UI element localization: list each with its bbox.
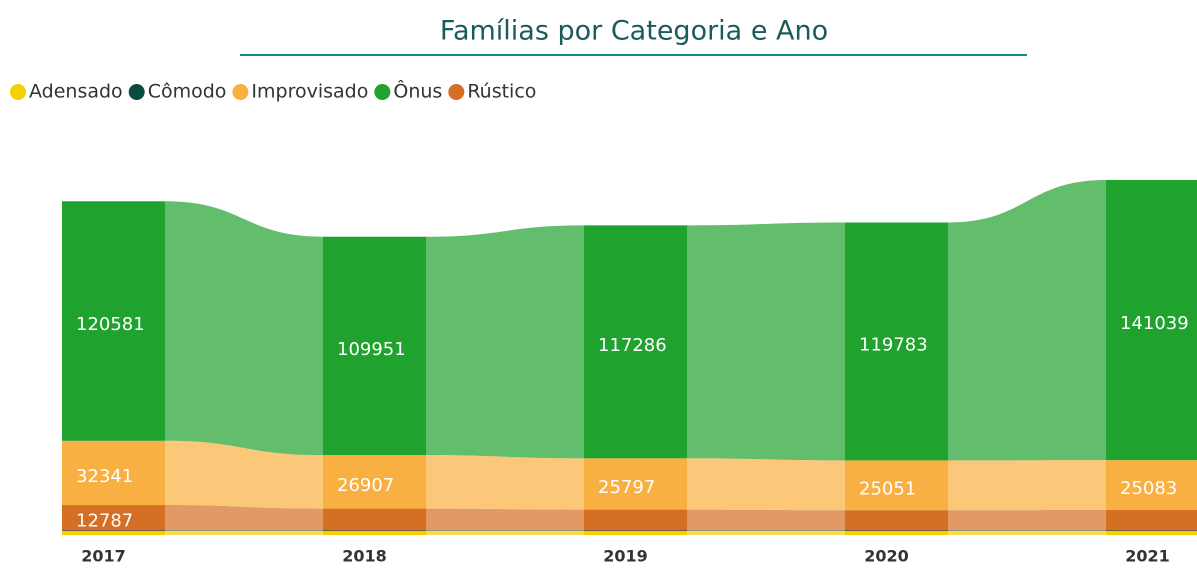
data-label: 25083: [1120, 478, 1177, 499]
x-tick-label: 2017: [81, 547, 126, 566]
legend-marker: [128, 84, 145, 100]
bar-segment: [323, 508, 426, 531]
ribbon: [948, 531, 1106, 535]
data-label: 117286: [598, 335, 667, 356]
x-tick-label: 2018: [342, 547, 387, 566]
ribbon: [165, 530, 323, 532]
ribbon: [426, 530, 584, 532]
bar-segment: [584, 509, 687, 531]
ribbon: [687, 531, 845, 535]
ribbon: [687, 530, 845, 532]
ribbon: [426, 531, 584, 535]
data-label: 119783: [859, 334, 928, 355]
bar-segment: [323, 530, 426, 532]
legend-marker: [232, 84, 249, 100]
bar-segment: [845, 460, 948, 511]
bar-segment: [584, 530, 687, 532]
bar-segment: [845, 222, 948, 461]
bar-segment: [323, 531, 426, 535]
bar-segment: [62, 505, 165, 531]
bar-segment: [1106, 509, 1197, 531]
ribbon: [165, 440, 323, 509]
data-label: 120581: [76, 314, 145, 335]
legend-label: Adensado: [29, 81, 123, 103]
chart-title: Famílias por Categoria e Ano: [440, 16, 828, 47]
data-label: 109951: [337, 339, 406, 360]
bar-segment: [1106, 530, 1197, 532]
legend: Adensado Cômodo Improvisado Ônus Rústico: [10, 79, 536, 103]
ribbon: [426, 225, 584, 459]
ribbon: [948, 460, 1106, 511]
ribbon: [948, 530, 1106, 532]
bar-segment: [584, 531, 687, 535]
bar-segment: [62, 201, 165, 441]
legend-marker: [374, 84, 391, 100]
legend-marker: [10, 84, 26, 100]
legend-label: Ônus: [393, 79, 442, 103]
bar-segment: [62, 440, 165, 506]
ribbon: [948, 509, 1106, 531]
data-label: 25051: [859, 478, 916, 499]
data-label: 12787: [76, 511, 133, 532]
ribbon: [426, 508, 584, 531]
x-tick-label: 2021: [1125, 547, 1170, 566]
legend-label: Improvisado: [251, 81, 368, 103]
x-tick-label: 2020: [864, 547, 909, 566]
ribbon: [687, 222, 845, 461]
legend-label: Cômodo: [148, 81, 227, 103]
ribbon: [687, 458, 845, 511]
ribbon: [687, 509, 845, 531]
plot: 12787 32341 26907 25797 25051 25083 120581 1099…: [62, 180, 1197, 566]
bar-segment: [62, 530, 165, 532]
bar-segment: [1106, 531, 1197, 535]
bar-segment: [845, 510, 948, 531]
legend-marker: [448, 84, 465, 100]
bar-segment: [62, 531, 165, 535]
bar-segment: [1106, 460, 1197, 510]
ribbon: [426, 455, 584, 510]
bar-segment: [845, 530, 948, 532]
ribbon: [165, 201, 323, 456]
data-label: 32341: [76, 466, 133, 487]
ribbon: [165, 505, 323, 531]
bar-segment: [584, 225, 687, 459]
ribbon: [165, 531, 323, 535]
bar-segment: [323, 455, 426, 509]
x-tick-label: 2019: [603, 547, 648, 566]
data-label: 26907: [337, 475, 394, 496]
legend-label: Rústico: [467, 81, 536, 103]
bar-segment: [323, 236, 426, 456]
bar-segment: [1106, 180, 1197, 461]
data-label: 25797: [598, 477, 655, 498]
data-label: 141039: [1120, 313, 1189, 334]
bar-segment: [845, 531, 948, 535]
ribbon: [948, 180, 1106, 461]
bar-segment: [584, 458, 687, 510]
